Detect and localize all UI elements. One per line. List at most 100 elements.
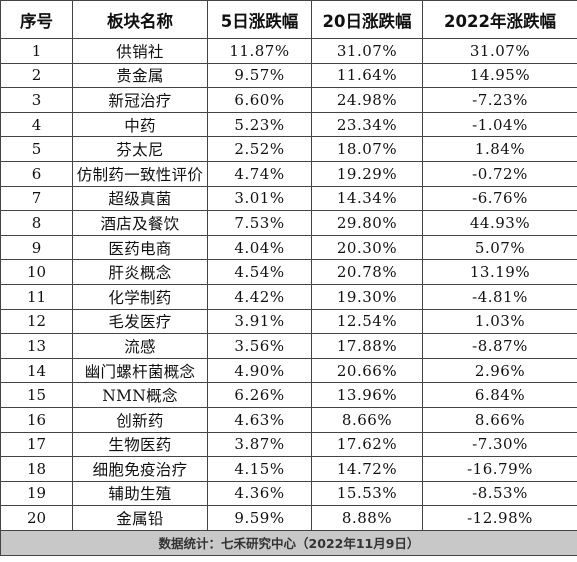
change-2022-cell: -16.79% bbox=[422, 456, 577, 482]
header-row: 序号 板块名称 5日涨跌幅 20日涨跌幅 2022年涨跌幅 bbox=[0, 0, 577, 39]
sector-name-cell: 酒店及餐饮 bbox=[72, 210, 208, 236]
sector-name-cell: 贵金属 bbox=[72, 62, 208, 89]
change-5day-cell: 7.53% bbox=[207, 210, 312, 236]
table-row: 6 仿制药一致性评价 4.74% 19.29% -0.72% bbox=[0, 160, 577, 187]
table-row: 3 新冠治疗 6.60% 24.98% -7.23% bbox=[0, 87, 577, 113]
table-row: 11 化学制药 4.42% 19.30% -4.81% bbox=[0, 283, 577, 310]
change-20day-cell: 12.54% bbox=[311, 308, 423, 335]
change-2022-cell: -7.30% bbox=[422, 431, 577, 458]
change-20day-cell: 14.34% bbox=[311, 185, 423, 212]
change-20day-cell: 13.96% bbox=[311, 382, 423, 408]
change-20day-cell: 17.62% bbox=[311, 431, 423, 458]
table-row: 20 金属铅 9.59% 8.88% -12.98% bbox=[0, 505, 577, 531]
change-5day-cell: 6.60% bbox=[207, 87, 312, 113]
change-20day-cell: 20.78% bbox=[311, 259, 423, 285]
header-20day-change: 20日涨跌幅 bbox=[311, 0, 423, 39]
change-20day-cell: 29.80% bbox=[311, 210, 423, 236]
change-5day-cell: 4.15% bbox=[207, 456, 312, 482]
sector-name-cell: 中药 bbox=[72, 111, 208, 138]
change-5day-cell: 4.90% bbox=[207, 357, 312, 384]
sector-name-cell: 创新药 bbox=[72, 406, 208, 433]
table-row: 15 NMN概念 6.26% 13.96% 6.84% bbox=[0, 382, 577, 408]
change-20day-cell: 8.66% bbox=[311, 406, 423, 433]
sector-name-cell: 化学制药 bbox=[72, 283, 208, 310]
change-2022-cell: -8.87% bbox=[422, 333, 577, 359]
change-2022-cell: 31.07% bbox=[422, 38, 577, 64]
change-2022-cell: -6.76% bbox=[422, 185, 577, 212]
row-index-cell: 11 bbox=[0, 283, 73, 310]
row-index-cell: 18 bbox=[0, 456, 73, 482]
change-5day-cell: 4.63% bbox=[207, 406, 312, 433]
change-2022-cell: 44.93% bbox=[422, 210, 577, 236]
row-index-cell: 5 bbox=[0, 136, 73, 162]
row-index-cell: 9 bbox=[0, 234, 73, 261]
change-20day-cell: 20.30% bbox=[311, 234, 423, 261]
change-2022-cell: 8.66% bbox=[422, 406, 577, 433]
change-5day-cell: 2.52% bbox=[207, 136, 312, 162]
header-sector-name: 板块名称 bbox=[72, 0, 208, 39]
row-index-cell: 2 bbox=[0, 62, 73, 89]
change-2022-cell: -8.53% bbox=[422, 480, 577, 507]
sector-name-cell: 生物医药 bbox=[72, 431, 208, 458]
row-index-cell: 13 bbox=[0, 333, 73, 359]
change-2022-cell: 13.19% bbox=[422, 259, 577, 285]
table-row: 16 创新药 4.63% 8.66% 8.66% bbox=[0, 406, 577, 433]
row-index-cell: 14 bbox=[0, 357, 73, 384]
change-5day-cell: 11.87% bbox=[207, 38, 312, 64]
change-5day-cell: 9.59% bbox=[207, 505, 312, 531]
row-index-cell: 3 bbox=[0, 87, 73, 113]
header-index: 序号 bbox=[0, 0, 73, 39]
footer-row: 数据统计：七禾研究中心（2022年11月9日） bbox=[0, 529, 577, 556]
sector-name-cell: 供销社 bbox=[72, 38, 208, 64]
row-index-cell: 19 bbox=[0, 480, 73, 507]
table-row: 4 中药 5.23% 23.34% -1.04% bbox=[0, 111, 577, 138]
change-20day-cell: 20.66% bbox=[311, 357, 423, 384]
change-2022-cell: -4.81% bbox=[422, 283, 577, 310]
change-20day-cell: 19.30% bbox=[311, 283, 423, 310]
table-row: 14 幽门螺杆菌概念 4.90% 20.66% 2.96% bbox=[0, 357, 577, 384]
table-row: 17 生物医药 3.87% 17.62% -7.30% bbox=[0, 431, 577, 458]
row-index-cell: 16 bbox=[0, 406, 73, 433]
header-2022-change: 2022年涨跌幅 bbox=[422, 0, 577, 39]
change-5day-cell: 3.91% bbox=[207, 308, 312, 335]
row-index-cell: 7 bbox=[0, 185, 73, 212]
change-20day-cell: 8.88% bbox=[311, 505, 423, 531]
table-body: 1 供销社 11.87% 31.07% 31.07% 2 贵金属 9.57% 11.64% 14.… bbox=[0, 38, 577, 531]
data-source-note: 数据统计：七禾研究中心（2022年11月9日） bbox=[0, 529, 577, 556]
change-20day-cell: 17.88% bbox=[311, 333, 423, 359]
change-5day-cell: 3.01% bbox=[207, 185, 312, 212]
change-2022-cell: 14.95% bbox=[422, 62, 577, 89]
table-row: 9 医药电商 4.04% 20.30% 5.07% bbox=[0, 234, 577, 261]
change-5day-cell: 3.56% bbox=[207, 333, 312, 359]
table-row: 12 毛发医疗 3.91% 12.54% 1.03% bbox=[0, 308, 577, 335]
sector-name-cell: 医药电商 bbox=[72, 234, 208, 261]
change-2022-cell: -7.23% bbox=[422, 87, 577, 113]
row-index-cell: 17 bbox=[0, 431, 73, 458]
change-20day-cell: 15.53% bbox=[311, 480, 423, 507]
table-row: 2 贵金属 9.57% 11.64% 14.95% bbox=[0, 62, 577, 89]
change-20day-cell: 24.98% bbox=[311, 87, 423, 113]
change-2022-cell: 2.96% bbox=[422, 357, 577, 384]
sector-name-cell: 新冠治疗 bbox=[72, 87, 208, 113]
change-2022-cell: 1.03% bbox=[422, 308, 577, 335]
change-5day-cell: 4.42% bbox=[207, 283, 312, 310]
row-index-cell: 4 bbox=[0, 111, 73, 138]
sector-name-cell: NMN概念 bbox=[72, 382, 208, 408]
table-row: 8 酒店及餐饮 7.53% 29.80% 44.93% bbox=[0, 210, 577, 236]
sector-name-cell: 超级真菌 bbox=[72, 185, 208, 212]
table-row: 13 流感 3.56% 17.88% -8.87% bbox=[0, 333, 577, 359]
sector-name-cell: 细胞免疫治疗 bbox=[72, 456, 208, 482]
change-20day-cell: 23.34% bbox=[311, 111, 423, 138]
table-row: 7 超级真菌 3.01% 14.34% -6.76% bbox=[0, 185, 577, 212]
change-20day-cell: 11.64% bbox=[311, 62, 423, 89]
table-row: 5 芬太尼 2.52% 18.07% 1.84% bbox=[0, 136, 577, 162]
change-20day-cell: 19.29% bbox=[311, 160, 423, 187]
row-index-cell: 10 bbox=[0, 259, 73, 285]
change-5day-cell: 4.74% bbox=[207, 160, 312, 187]
header-5day-change: 5日涨跌幅 bbox=[207, 0, 312, 39]
change-2022-cell: 1.84% bbox=[422, 136, 577, 162]
sector-name-cell: 芬太尼 bbox=[72, 136, 208, 162]
change-2022-cell: -1.04% bbox=[422, 111, 577, 138]
row-index-cell: 8 bbox=[0, 210, 73, 236]
